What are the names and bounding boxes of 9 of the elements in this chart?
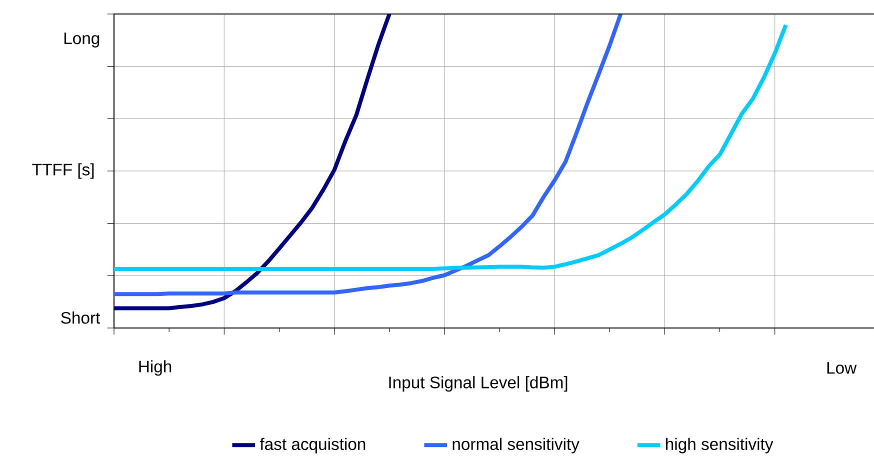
text: High	[139, 360, 172, 376]
text: Long	[64, 32, 100, 48]
legend-label: high sensitivity	[666, 438, 774, 454]
legend-label: fast acquistion	[260, 438, 366, 454]
legend-label: normal sensitivity	[452, 438, 580, 454]
text: Short	[61, 312, 100, 324]
y-axis-title: TTFF [s]	[32, 163, 94, 179]
x-axis-title: Input Signal Level [dBm]	[389, 376, 568, 392]
text: Low	[827, 362, 857, 374]
